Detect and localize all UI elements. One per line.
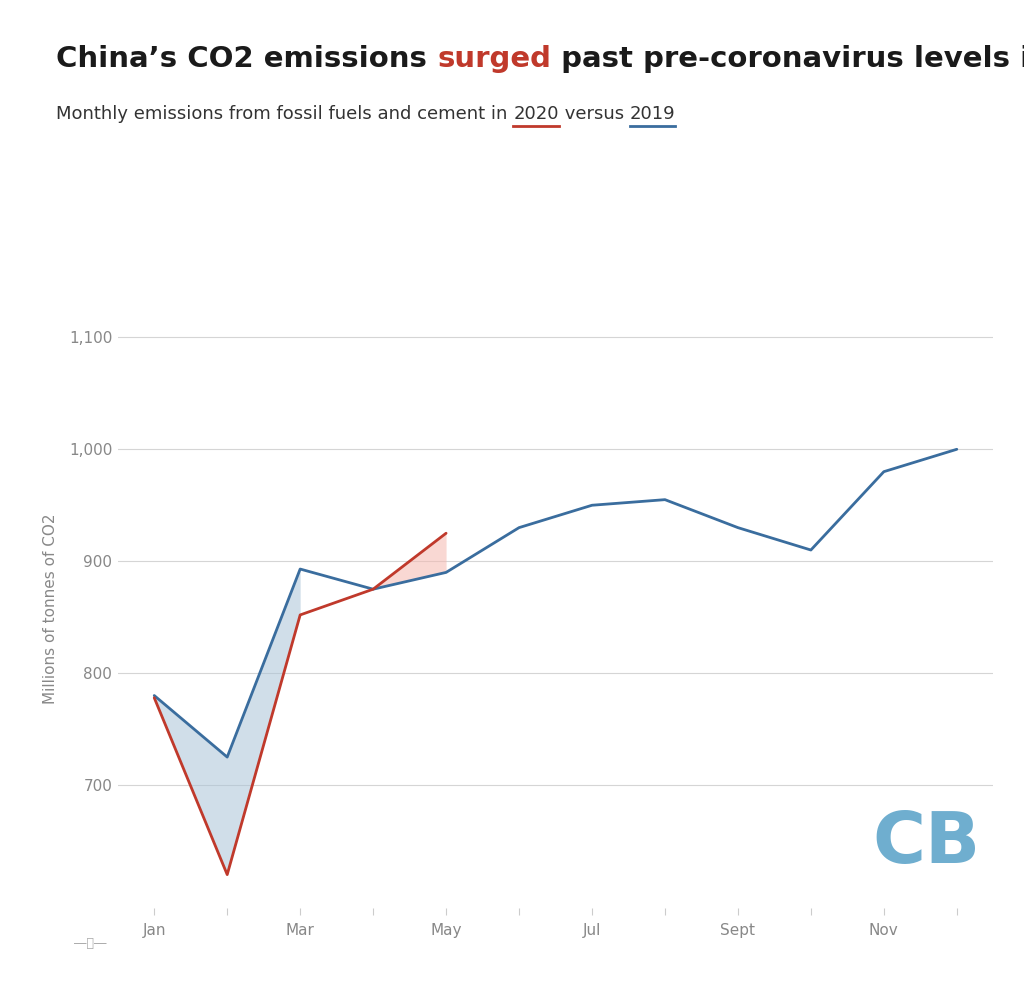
Text: past pre-coronavirus levels in May: past pre-coronavirus levels in May <box>551 45 1024 73</box>
Text: CB: CB <box>872 809 980 878</box>
Text: China’s CO2 emissions: China’s CO2 emissions <box>56 45 437 73</box>
Text: 2020: 2020 <box>513 105 559 123</box>
Text: versus: versus <box>559 105 630 123</box>
Text: ―⼰―: ―⼰― <box>74 936 106 950</box>
Text: 2019: 2019 <box>630 105 676 123</box>
Text: Monthly emissions from fossil fuels and cement in: Monthly emissions from fossil fuels and … <box>56 105 513 123</box>
Y-axis label: Millions of tonnes of CO2: Millions of tonnes of CO2 <box>43 514 57 704</box>
Text: surged: surged <box>437 45 551 73</box>
